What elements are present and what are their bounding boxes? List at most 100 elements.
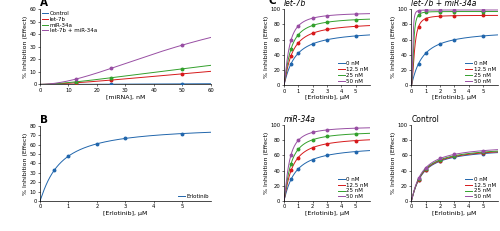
12.5 nM — [281, 84, 287, 87]
Legend: Erlotinib: Erlotinib — [178, 194, 210, 200]
0 nM — [281, 84, 287, 87]
Line: 25 nM: 25 nM — [412, 12, 498, 85]
Text: C: C — [268, 0, 276, 6]
50 nM — [494, 9, 500, 11]
Line: 12.5 nM: 12.5 nM — [284, 26, 370, 85]
Text: miR-34a: miR-34a — [284, 115, 316, 124]
25 nM — [459, 10, 465, 13]
0 nM — [320, 39, 326, 42]
Legend: 0 nM, 12.5 nM, 25 nM, 50 nM: 0 nM, 12.5 nM, 25 nM, 50 nM — [465, 61, 496, 84]
Legend: 0 nM, 12.5 nM, 25 nM, 50 nM: 0 nM, 12.5 nM, 25 nM, 50 nM — [338, 61, 369, 84]
25 nM — [466, 152, 472, 155]
12.5 nM — [466, 153, 472, 156]
let-7b — [138, 76, 143, 79]
Line: 50 nM: 50 nM — [284, 14, 370, 85]
Erlotinib — [68, 154, 73, 156]
Erlotinib — [138, 135, 143, 138]
50 nM — [448, 154, 454, 157]
50 nM — [473, 9, 479, 11]
let-7b — [151, 75, 157, 78]
0 nM — [494, 33, 500, 36]
Legend: 0 nM, 12.5 nM, 25 nM, 50 nM: 0 nM, 12.5 nM, 25 nM, 50 nM — [465, 176, 496, 200]
Erlotinib — [37, 200, 43, 202]
25 nM — [281, 200, 287, 202]
50 nM — [332, 128, 338, 131]
0 nM — [338, 36, 344, 39]
25 nM — [303, 141, 309, 144]
X-axis label: [Erlotinib], μM: [Erlotinib], μM — [103, 211, 148, 216]
Line: 0 nM: 0 nM — [412, 153, 498, 201]
0 nM — [448, 157, 454, 160]
25 nM — [303, 27, 309, 30]
Line: 25 nM: 25 nM — [284, 133, 370, 201]
50 nM — [424, 9, 430, 12]
50 nM — [367, 126, 373, 129]
25 nM — [466, 10, 472, 13]
50 nM — [448, 9, 454, 11]
miR-34a — [114, 76, 120, 78]
12.5 nM — [408, 200, 414, 202]
50 nM — [346, 13, 352, 16]
12.5 nM — [303, 35, 309, 38]
Y-axis label: % Inhibition (Effect): % Inhibition (Effect) — [392, 16, 396, 78]
25 nM — [459, 153, 465, 156]
Line: let-7b + miR-34a: let-7b + miR-34a — [40, 37, 211, 84]
Line: 0 nM: 0 nM — [412, 35, 498, 85]
Text: Control: Control — [412, 115, 440, 124]
50 nM — [424, 165, 430, 168]
50 nM — [296, 138, 302, 141]
50 nM — [473, 150, 479, 153]
Erlotinib — [114, 138, 120, 141]
50 nM — [320, 129, 326, 132]
25 nM — [332, 134, 338, 137]
25 nM — [430, 161, 436, 164]
Erlotinib — [208, 131, 214, 134]
50 nM — [367, 12, 373, 15]
Control — [81, 83, 87, 86]
50 nM — [346, 127, 352, 130]
Y-axis label: % Inhibition (Effect): % Inhibition (Effect) — [392, 132, 396, 194]
12.5 nM — [466, 14, 472, 17]
Erlotinib — [151, 134, 157, 137]
12.5 nM — [296, 155, 302, 158]
X-axis label: [Erlotinib], μM: [Erlotinib], μM — [432, 95, 476, 100]
25 nM — [494, 150, 500, 152]
0 nM — [459, 155, 465, 157]
25 nM — [424, 11, 430, 13]
0 nM — [459, 37, 465, 40]
25 nM — [338, 134, 344, 136]
12.5 nM — [430, 162, 436, 165]
0 nM — [494, 151, 500, 154]
25 nM — [408, 200, 414, 202]
50 nM — [303, 19, 309, 22]
50 nM — [408, 200, 414, 202]
12.5 nM — [346, 25, 352, 28]
12.5 nM — [459, 14, 465, 17]
0 nM — [346, 35, 352, 38]
let-7b + miR-34a — [151, 52, 157, 55]
Text: let-7b + miR-34a: let-7b + miR-34a — [412, 0, 477, 9]
12.5 nM — [296, 40, 302, 43]
Line: Erlotinib: Erlotinib — [40, 132, 211, 201]
0 nM — [473, 35, 479, 38]
let-7b + miR-34a — [138, 57, 143, 60]
miR-34a — [166, 69, 172, 72]
Y-axis label: % Inhibition (Effect): % Inhibition (Effect) — [264, 132, 269, 194]
Line: 25 nM: 25 nM — [412, 151, 498, 201]
let-7b + miR-34a — [166, 48, 172, 51]
0 nM — [466, 154, 472, 156]
Control — [67, 83, 73, 86]
12.5 nM — [448, 14, 454, 17]
25 nM — [473, 151, 479, 154]
50 nM — [408, 84, 414, 87]
0 nM — [424, 51, 430, 54]
Text: let-7b: let-7b — [284, 0, 306, 9]
0 nM — [448, 39, 454, 42]
50 nM — [281, 84, 287, 87]
Line: 25 nM: 25 nM — [284, 19, 370, 85]
Control — [151, 83, 157, 85]
0 nM — [346, 151, 352, 154]
0 nM — [320, 155, 326, 158]
50 nM — [466, 151, 472, 153]
0 nM — [296, 167, 302, 169]
